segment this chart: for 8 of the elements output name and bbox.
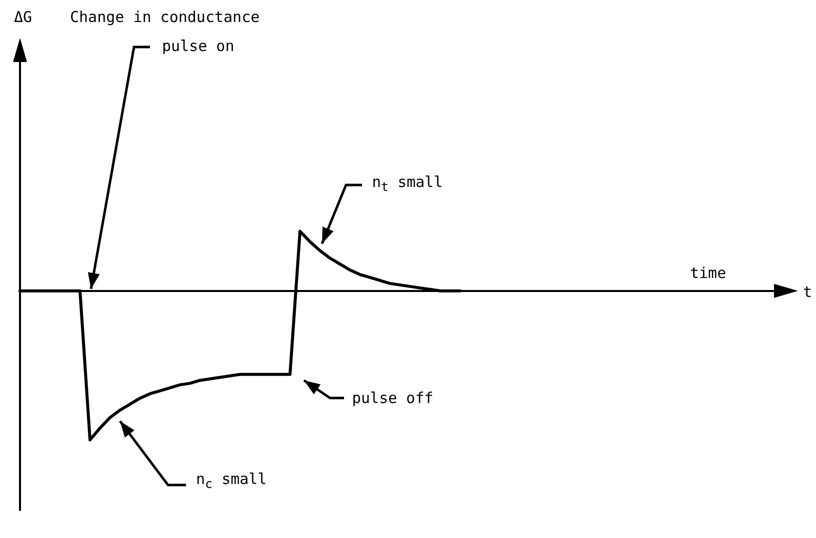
text: pulse on <box>162 37 234 55</box>
x-axis-title: time <box>690 264 726 282</box>
annotation: pulse off <box>352 389 434 407</box>
chart-title: Change in conductance <box>70 8 260 26</box>
text: n$_{c}$ small <box>196 470 267 493</box>
text: ΔG <box>14 8 32 26</box>
text: t <box>803 283 812 301</box>
text: n$_{t}$ small <box>372 173 443 196</box>
